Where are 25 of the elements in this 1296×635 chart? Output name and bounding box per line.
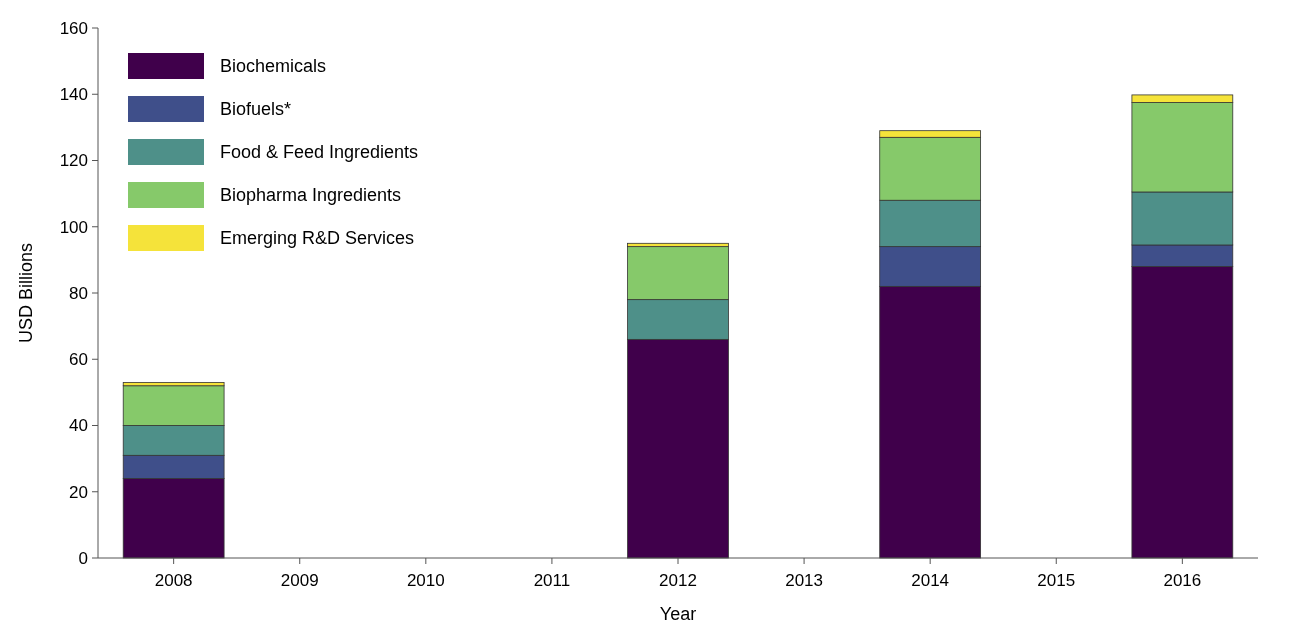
- x-tick-label: 2012: [659, 571, 697, 590]
- y-tick-label: 20: [69, 482, 88, 502]
- x-tick-label: 2008: [154, 571, 193, 590]
- y-tick-label: 0: [78, 548, 88, 568]
- y-tick-label: 40: [69, 416, 88, 436]
- legend-label: Biofuels*: [220, 99, 292, 120]
- y-tick-label: 120: [59, 151, 88, 171]
- legend-label: Emerging R&D Services: [220, 228, 415, 249]
- legend-label: Food & Feed Ingredients: [220, 142, 419, 163]
- y-tick-label: 160: [59, 18, 88, 38]
- x-tick-label: 2015: [1037, 571, 1076, 590]
- x-tick-label: 2013: [785, 571, 823, 590]
- y-axis-title: USD Billions: [16, 242, 36, 344]
- x-tick-label: 2016: [1163, 571, 1202, 590]
- y-tick-label: 60: [69, 350, 88, 370]
- x-tick-label: 2009: [280, 571, 319, 590]
- y-tick-label: 80: [69, 283, 88, 303]
- legend-label: Biochemicals: [220, 56, 327, 77]
- y-tick-label: 140: [59, 85, 88, 105]
- x-axis-title: Year: [659, 604, 697, 624]
- x-tick-label: 2011: [533, 571, 571, 590]
- y-tick-label: 100: [59, 217, 88, 237]
- x-tick-label: 2014: [911, 571, 950, 590]
- legend-label: Biopharma Ingredients: [220, 185, 402, 206]
- x-tick-label: 2010: [406, 571, 445, 590]
